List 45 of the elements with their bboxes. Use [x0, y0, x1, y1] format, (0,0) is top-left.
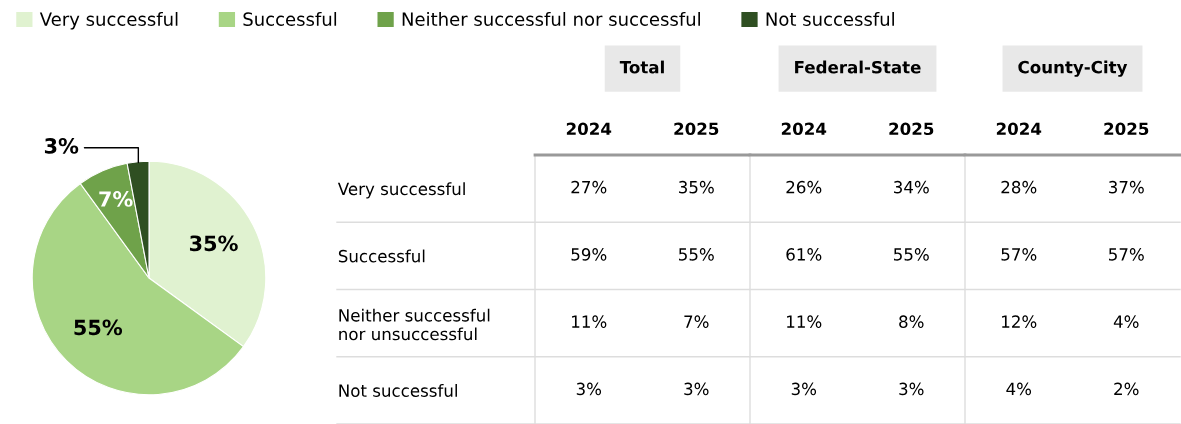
text: 2%	[1114, 382, 1139, 396]
category-label: 2024	[996, 122, 1042, 136]
text: 3%	[576, 382, 602, 396]
text: 57%	[1001, 248, 1037, 261]
legend-label: Successful	[243, 12, 337, 26]
text: 12%	[1002, 315, 1037, 328]
category-label: 2025	[1104, 122, 1149, 136]
text: 34%	[894, 180, 929, 194]
text: 35%	[679, 180, 714, 194]
data-label: 7%	[99, 191, 133, 207]
legend-label: Not successful	[766, 12, 894, 26]
category-label: Very successful	[337, 182, 465, 199]
text: 3%	[899, 382, 924, 396]
text: 55%	[679, 248, 714, 261]
category-label: Neither successful nor unsuccessful	[339, 308, 490, 341]
text: 28%	[1001, 180, 1037, 194]
text: 55%	[894, 248, 929, 261]
text: 3%	[791, 382, 817, 396]
text: 7%	[684, 315, 709, 328]
legend-label: Neither successful nor successful	[402, 12, 700, 26]
text: County-City	[1018, 60, 1128, 77]
category-label: 2025	[889, 122, 934, 136]
data-label: 3%	[44, 137, 79, 154]
text: 11%	[572, 315, 607, 328]
text: 59%	[571, 248, 607, 261]
text: Federal-State	[795, 60, 921, 74]
category-label: Not successful	[339, 384, 457, 397]
text: 37%	[1109, 180, 1144, 194]
text: 57%	[1109, 248, 1144, 261]
text: 27%	[571, 180, 607, 194]
category-label: 2024	[566, 122, 612, 136]
text: 26%	[786, 180, 822, 194]
text: Total	[619, 60, 664, 74]
text: 11%	[787, 315, 822, 328]
data-label: 35%	[189, 235, 238, 252]
text: 61%	[786, 248, 822, 261]
category-label: Successful	[338, 249, 425, 263]
text: 4%	[1006, 382, 1032, 396]
text: 3%	[684, 382, 709, 396]
category-label: 2025	[674, 122, 719, 136]
data-label: 55%	[74, 319, 123, 336]
legend-label: Very successful	[39, 12, 178, 30]
text: 8%	[899, 315, 924, 328]
category-label: 2024	[781, 122, 827, 136]
text: 4%	[1113, 315, 1139, 328]
